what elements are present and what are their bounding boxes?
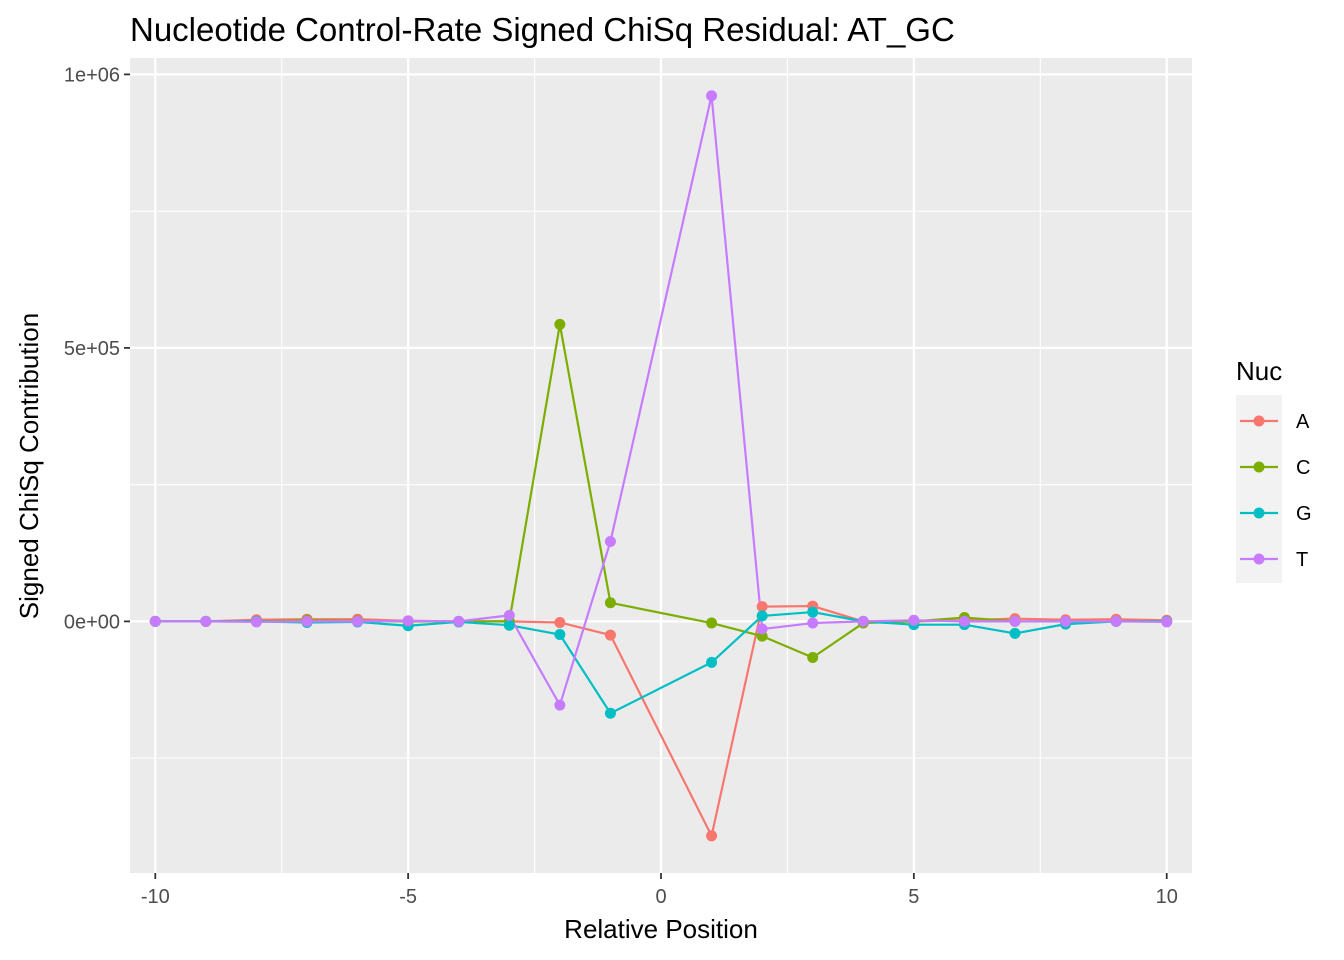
y-axis-title: Signed ChiSq Contribution	[14, 313, 44, 619]
data-point-G	[706, 656, 718, 668]
x-tick-label: 10	[1156, 886, 1178, 908]
data-point-T	[706, 90, 718, 102]
legend-key-point-T	[1253, 553, 1265, 565]
x-tick-label: 5	[908, 886, 919, 908]
series-line-A	[155, 604, 1167, 837]
data-point-G	[1009, 627, 1021, 639]
series-line-T	[155, 94, 1167, 707]
data-point-T	[1110, 615, 1122, 627]
data-point-T	[908, 614, 920, 626]
data-point-C	[554, 318, 566, 330]
y-tick-label: 5e+05	[64, 338, 120, 360]
data-point-T	[453, 615, 465, 627]
legend: Nuc A C G T	[1236, 356, 1312, 583]
legend-key-point-A	[1253, 415, 1265, 427]
data-point-A	[756, 601, 768, 613]
data-point-T	[958, 615, 970, 627]
data-point-G	[807, 606, 819, 618]
legend-label-A: A	[1296, 411, 1310, 433]
data-point-A	[604, 629, 616, 641]
series-layer	[149, 90, 1173, 842]
legend-label-G: G	[1296, 503, 1312, 525]
data-point-T	[604, 536, 616, 548]
legend-label-C: C	[1296, 457, 1310, 479]
data-point-T	[756, 623, 768, 635]
chart-title: Nucleotide Control-Rate Signed ChiSq Res…	[130, 11, 955, 48]
y-tick-label: 0e+00	[64, 611, 120, 633]
x-axis-title: Relative Position	[564, 914, 758, 944]
data-point-T	[352, 615, 364, 627]
legend-label-T: T	[1296, 549, 1308, 571]
data-point-T	[807, 617, 819, 629]
axes: -10 -5 0 5 10 0e+00 5e+05 1e+06	[64, 64, 1178, 908]
data-point-T	[1161, 616, 1173, 628]
data-point-C	[807, 651, 819, 663]
data-point-C	[706, 617, 718, 629]
data-point-T	[250, 616, 262, 628]
x-tick-label: -5	[399, 886, 417, 908]
data-point-G	[503, 619, 515, 631]
legend-key-point-C	[1253, 461, 1265, 473]
data-point-G	[756, 610, 768, 622]
legend-title: Nuc	[1236, 356, 1282, 386]
data-point-T	[503, 609, 515, 621]
data-point-A	[706, 830, 718, 842]
data-point-C	[604, 597, 616, 609]
data-point-T	[1009, 615, 1021, 627]
data-point-G	[554, 629, 566, 641]
data-point-T	[857, 615, 869, 627]
data-point-T	[554, 699, 566, 711]
x-tick-label: -10	[141, 886, 170, 908]
data-point-G	[604, 707, 616, 719]
y-tick-label: 1e+06	[64, 64, 120, 86]
data-point-T	[1060, 615, 1072, 627]
data-point-T	[402, 615, 414, 627]
x-tick-label: 0	[655, 886, 666, 908]
data-point-T	[149, 615, 161, 627]
data-point-A	[554, 616, 566, 628]
data-point-T	[301, 615, 313, 627]
data-point-T	[200, 615, 212, 627]
legend-key-point-G	[1253, 507, 1265, 519]
